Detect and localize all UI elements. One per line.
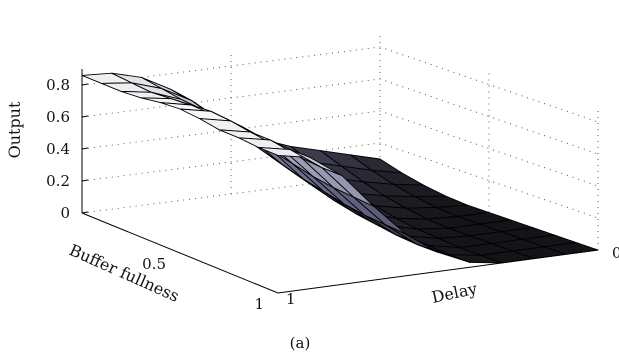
delay-tick-labels: 10 — [286, 244, 619, 308]
delay-tick-label: 0 — [612, 244, 619, 262]
z-tick-label: 0.6 — [46, 108, 70, 126]
z-tick-mark — [81, 115, 89, 118]
y-axis-label: Buffer fullness — [66, 240, 182, 305]
z-gridline — [81, 46, 599, 123]
figure-caption: (a) — [290, 334, 311, 352]
z-tick-labels: 0 0.2 0.4 0.6 0.8 — [46, 76, 70, 222]
z-tick-label: 0.2 — [46, 172, 70, 190]
tick-marks — [81, 83, 89, 214]
z-tick-label: 0 — [60, 204, 70, 222]
z-tick-label: 0.4 — [46, 140, 70, 158]
surface-patch — [543, 242, 599, 255]
buffer-tick-label: 1 — [254, 295, 264, 313]
z-gridline — [81, 110, 599, 187]
delay-tick-label: 1 — [286, 290, 296, 308]
z-tick-mark — [81, 83, 89, 86]
buffer-tick-labels: 0.51 — [142, 255, 264, 313]
z-gridline — [81, 142, 599, 219]
z-tick-mark — [81, 211, 89, 214]
x-axis-label: Delay — [430, 279, 479, 307]
z-axis-label: Output — [5, 101, 24, 158]
z-tick-mark — [81, 179, 89, 182]
buffer-tick-label: 0.5 — [142, 255, 166, 273]
z-tick-mark — [81, 147, 89, 150]
surface-mesh — [81, 72, 599, 264]
floor-axes — [81, 212, 599, 294]
z-tick-label: 0.8 — [46, 76, 70, 94]
